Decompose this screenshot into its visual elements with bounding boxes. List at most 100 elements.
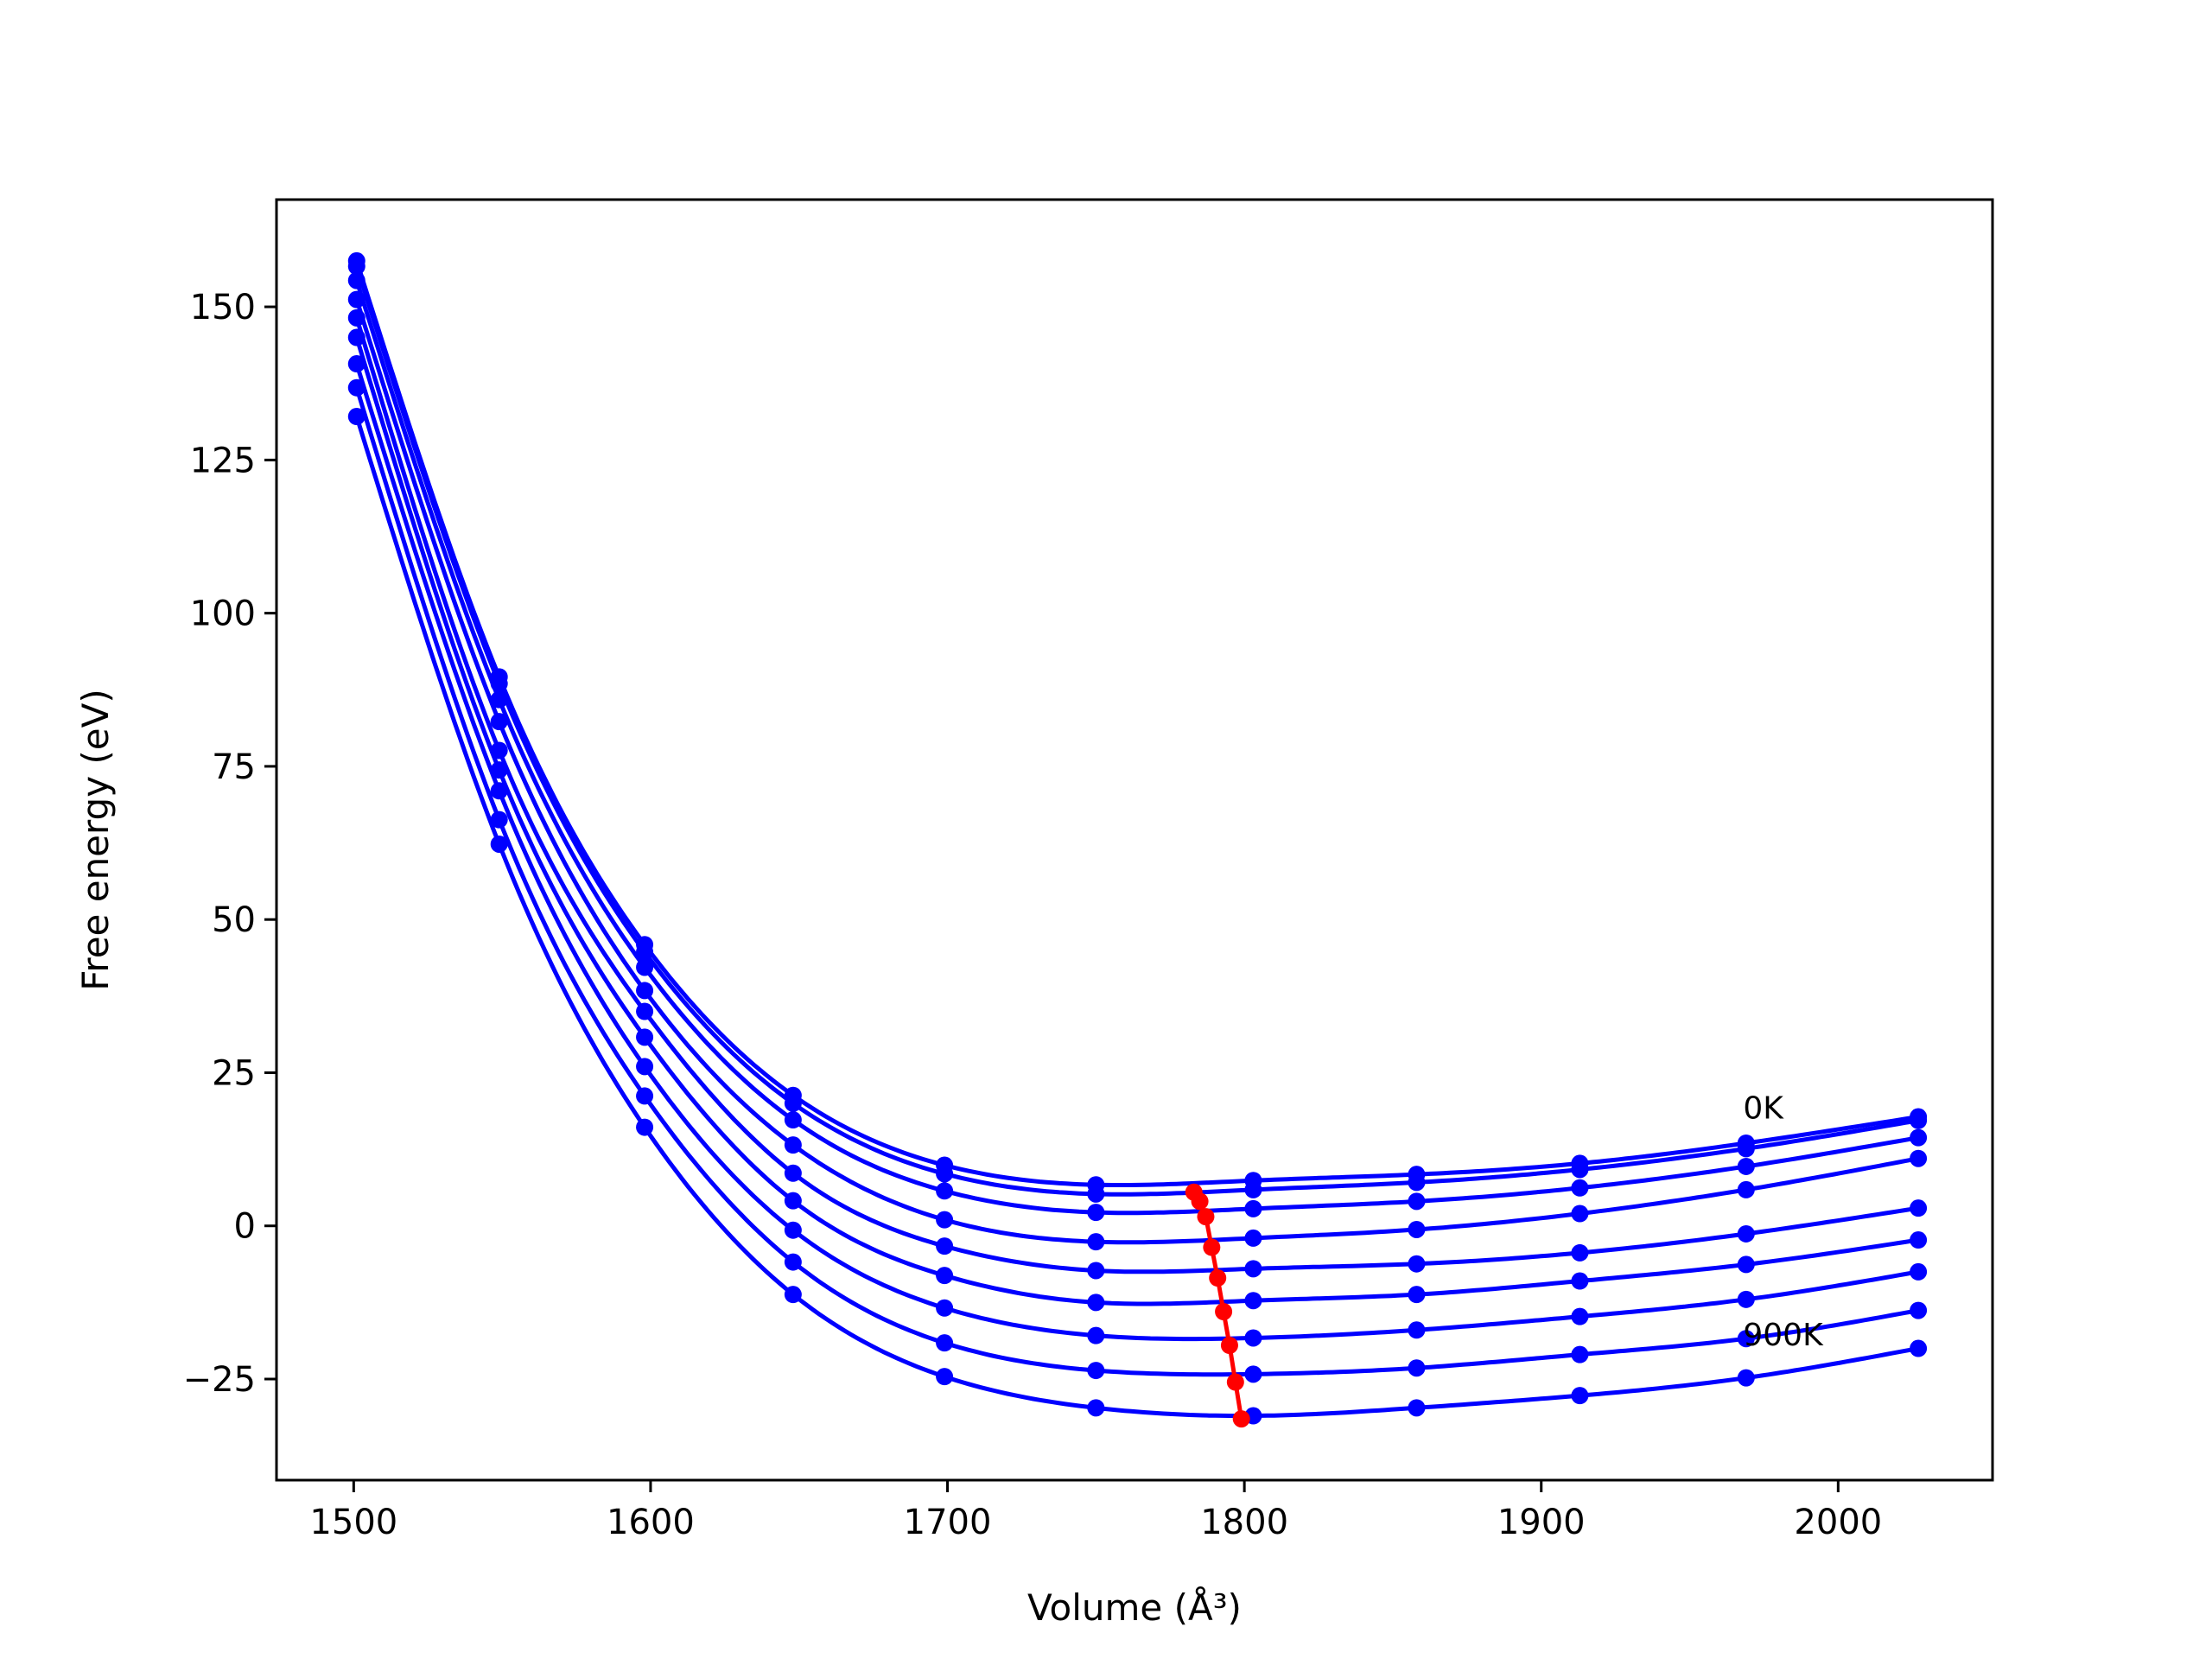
data-point-7-4 — [936, 1334, 954, 1352]
data-point-3-5 — [1087, 1233, 1105, 1251]
data-point-1-5 — [1087, 1185, 1105, 1203]
data-point-1-4 — [936, 1165, 954, 1183]
data-point-7-5 — [1087, 1362, 1105, 1380]
data-point-3-0 — [347, 290, 365, 308]
annotations: 0K 900K — [1743, 1091, 1824, 1353]
x-axis-label: Volume (Å³) — [1027, 1586, 1242, 1629]
data-point-3-6 — [1244, 1229, 1262, 1247]
series-line-4 — [354, 317, 1919, 1274]
data-point-1-2 — [636, 943, 654, 961]
data-point-8-1 — [490, 835, 508, 853]
data-point-8-9 — [1737, 1369, 1755, 1387]
y-tick-label-0: −25 — [183, 1360, 256, 1400]
data-point-3-9 — [1737, 1180, 1755, 1198]
minimum-line-layer — [1185, 1183, 1250, 1428]
x-axis-ticks: 1500 1600 1700 1800 1900 2000 — [309, 1480, 1882, 1542]
data-point-1-3 — [784, 1094, 802, 1112]
data-point-5-4 — [936, 1267, 954, 1285]
data-point-4-8 — [1571, 1243, 1589, 1262]
data-point-2-3 — [784, 1111, 802, 1129]
data-point-2-1 — [490, 690, 508, 709]
data-point-8-8 — [1571, 1387, 1589, 1405]
data-point-3-8 — [1571, 1205, 1589, 1223]
data-point-4-3 — [784, 1164, 802, 1182]
data-point-5-10 — [1910, 1231, 1928, 1249]
data-point-4-0 — [347, 308, 365, 327]
data-point-7-1 — [490, 810, 508, 829]
x-tick-label-2: 1700 — [904, 1503, 992, 1542]
plot-frame — [275, 198, 1994, 1482]
annotation-0: 0K — [1743, 1091, 1784, 1127]
data-point-8-4 — [936, 1368, 954, 1386]
data-point-7-7 — [1408, 1359, 1426, 1377]
data-point-6-10 — [1910, 1262, 1928, 1281]
data-point-5-6 — [1244, 1292, 1262, 1310]
y-axis-ticks: −25 0 25 50 75 100 125 150 — [183, 288, 276, 1400]
curves-layer — [347, 251, 1928, 1425]
y-tick-label-6: 125 — [190, 441, 256, 480]
data-point-5-7 — [1408, 1286, 1426, 1304]
data-point-8-5 — [1087, 1399, 1105, 1417]
data-point-2-5 — [1087, 1204, 1105, 1222]
data-point-2-4 — [936, 1182, 954, 1200]
x-tick-label-1: 1600 — [607, 1503, 695, 1542]
data-point-8-7 — [1408, 1399, 1426, 1417]
data-point-1-0 — [347, 257, 365, 276]
data-point-7-0 — [347, 378, 365, 397]
y-tick-label-2: 25 — [212, 1053, 256, 1093]
data-point-5-3 — [784, 1192, 802, 1210]
minimum-point-6 — [1220, 1337, 1238, 1354]
data-point-5-0 — [347, 328, 365, 346]
data-point-2-6 — [1244, 1199, 1262, 1217]
data-point-7-8 — [1571, 1345, 1589, 1363]
series-line-3 — [354, 298, 1919, 1245]
minimum-point-4 — [1209, 1269, 1227, 1287]
data-point-5-2 — [636, 1028, 654, 1046]
data-point-1-8 — [1571, 1160, 1589, 1179]
series-line-5 — [354, 336, 1919, 1306]
data-point-4-6 — [1244, 1260, 1262, 1278]
data-point-4-4 — [936, 1237, 954, 1255]
data-point-6-8 — [1571, 1307, 1589, 1325]
minimum-point-5 — [1215, 1303, 1233, 1320]
series-line-1 — [354, 265, 1919, 1197]
data-point-6-0 — [347, 355, 365, 373]
x-tick-label-5: 2000 — [1794, 1503, 1882, 1542]
data-point-3-4 — [936, 1211, 954, 1229]
series-line-7 — [354, 386, 1919, 1377]
x-tick-label-3: 1800 — [1200, 1503, 1288, 1542]
data-point-4-7 — [1408, 1255, 1426, 1273]
y-tick-label-7: 150 — [190, 288, 256, 327]
minimum-point-8 — [1232, 1410, 1250, 1428]
y-tick-label-4: 75 — [212, 747, 256, 787]
data-point-2-7 — [1408, 1192, 1426, 1211]
data-point-3-10 — [1910, 1149, 1928, 1167]
data-point-3-1 — [490, 713, 508, 731]
data-point-8-2 — [636, 1118, 654, 1136]
data-point-6-6 — [1244, 1329, 1262, 1347]
y-tick-label-3: 50 — [212, 900, 256, 940]
minimum-point-2 — [1197, 1208, 1215, 1226]
data-point-1-6 — [1244, 1180, 1262, 1198]
y-tick-label-1: 0 — [234, 1207, 256, 1247]
data-point-8-10 — [1910, 1339, 1928, 1357]
series-line-6 — [354, 363, 1919, 1342]
series-line-0 — [354, 260, 1919, 1187]
data-point-5-5 — [1087, 1294, 1105, 1312]
data-point-6-3 — [784, 1221, 802, 1239]
data-point-1-7 — [1408, 1173, 1426, 1192]
data-point-4-9 — [1737, 1224, 1755, 1243]
data-point-8-0 — [347, 408, 365, 426]
data-point-5-8 — [1571, 1272, 1589, 1290]
data-point-6-4 — [936, 1299, 954, 1317]
annotation-1: 900K — [1743, 1318, 1824, 1353]
data-point-6-7 — [1408, 1321, 1426, 1339]
data-point-4-2 — [636, 1002, 654, 1020]
data-point-5-9 — [1737, 1255, 1755, 1274]
data-point-2-0 — [347, 271, 365, 289]
data-point-6-1 — [490, 782, 508, 800]
data-point-7-10 — [1910, 1301, 1928, 1319]
data-point-2-9 — [1737, 1157, 1755, 1175]
